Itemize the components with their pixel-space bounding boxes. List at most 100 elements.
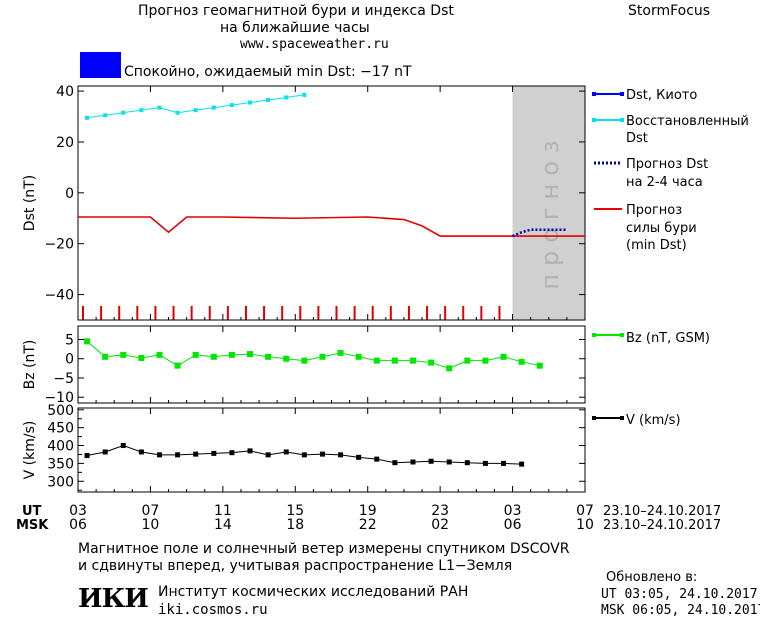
- series-v-point: [283, 449, 289, 455]
- y-tick-label: 500: [47, 403, 74, 419]
- y-tick-label: 400: [47, 439, 74, 455]
- series-storm-forecast-line: [78, 216, 585, 237]
- series-v-point: [501, 460, 507, 466]
- legend-restored-dst-label: Dst: [626, 131, 648, 146]
- legend-forecast-dst-label: на 2-4 часа: [626, 175, 703, 190]
- x-axis-msk-label: MSK: [16, 518, 49, 533]
- updated-msk: MSK 06:05, 24.10.2017: [601, 603, 760, 618]
- series-bz-point: [210, 353, 217, 360]
- series-bz-point: [536, 362, 543, 369]
- status-text: Спокойно, ожидаемый min Dst: −17 nT: [124, 64, 412, 80]
- x-tick-label-msk: 14: [214, 517, 232, 533]
- panel-frame-v: [77, 407, 586, 493]
- series-restored-dst-point: [175, 110, 180, 115]
- legend-storm-forecast-label: (min Dst): [626, 238, 687, 253]
- x-axis-ut-label: UT: [22, 504, 42, 519]
- series-bz-point: [174, 362, 181, 369]
- x-tick-label-msk: 06: [504, 517, 522, 533]
- series-restored-dst-point: [284, 95, 289, 100]
- iki-logo: ИКИ: [78, 584, 149, 614]
- x-tick-label-msk: 10: [142, 517, 160, 533]
- chart-subtitle: на ближайшие часы: [220, 20, 370, 36]
- series-bz-point: [373, 357, 380, 364]
- legend-restored-dst-label: Восстановленный: [626, 114, 749, 129]
- series-v-point: [175, 452, 181, 458]
- legend-bz-label: Bz (nT, GSM): [626, 331, 710, 346]
- legend-v-marker: [592, 416, 596, 420]
- series-v-point: [519, 461, 525, 467]
- series-bz-point: [409, 357, 416, 364]
- y-tick-label: 350: [47, 456, 74, 472]
- series-bz-point: [355, 353, 362, 360]
- series-v-point: [410, 459, 416, 465]
- x-tick-label-msk: 02: [431, 517, 449, 533]
- series-bz-point: [482, 357, 489, 364]
- series-restored-dst-point: [211, 105, 216, 110]
- x-tick-label-msk: 06: [69, 517, 87, 533]
- x-tick-label-msk: 22: [359, 517, 377, 533]
- series-bz-point: [391, 357, 398, 364]
- y-tick-label: −10: [44, 390, 74, 406]
- series-v-point: [211, 450, 217, 456]
- y-axis-label-bz: Bz (nT): [22, 340, 38, 390]
- legend-restored-dst-marker: [620, 118, 624, 122]
- series-v-point: [374, 456, 380, 462]
- y-axis-label-dst: Dst (nT): [22, 175, 38, 231]
- series-restored-dst-point: [266, 97, 271, 102]
- legend-restored-dst-marker: [592, 118, 596, 122]
- series-v-point: [356, 454, 362, 460]
- x-tick-label-ut: 07: [142, 503, 160, 519]
- series-bz-point: [301, 357, 308, 364]
- x-tick-label-ut: 15: [286, 503, 304, 519]
- y-tick-label: 0: [65, 186, 74, 202]
- series-v-point: [229, 450, 235, 456]
- series-restored-dst-line: [86, 94, 305, 119]
- x-tick-label-ut: 11: [214, 503, 232, 519]
- series-v-point: [301, 452, 307, 458]
- series-bz-point: [247, 351, 254, 358]
- series-restored-dst-point: [248, 100, 253, 105]
- series-bz-point: [428, 359, 435, 366]
- series-v-point: [102, 449, 108, 455]
- y-tick-label: 20: [56, 135, 74, 151]
- x-tick-label-ut: 03: [504, 503, 522, 519]
- y-tick-label: −40: [44, 288, 74, 304]
- y-tick-label: 450: [47, 421, 74, 437]
- series-restored-dst-point: [103, 113, 108, 118]
- series-bz-point: [102, 353, 109, 360]
- series-bz-point: [265, 353, 272, 360]
- series-bz-point: [156, 351, 163, 358]
- panel-frame-dst: [77, 85, 586, 321]
- series-bz-point: [337, 349, 344, 356]
- series-restored-dst-point: [302, 92, 307, 97]
- series-bz-point: [283, 355, 290, 362]
- y-tick-label: 300: [47, 474, 74, 490]
- y-tick-label: −5: [53, 371, 74, 387]
- series-v-point: [247, 448, 253, 454]
- date-range-msk: 23.10–24.10.2017: [603, 518, 721, 533]
- x-tick-label-ut: 07: [576, 503, 594, 519]
- x-tick-label-ut: 23: [431, 503, 449, 519]
- series-bz-point: [446, 365, 453, 372]
- series-v-point: [156, 452, 162, 458]
- y-tick-label: 0: [65, 352, 74, 368]
- storm-forecast-chart: прогноз 40 20 0 −20 −40 Dst (nT) 5 0 −5 −10 Bz (nT)…: [16, 84, 749, 533]
- series-restored-dst-point: [85, 115, 90, 120]
- legend-storm-forecast-label: Прогноз: [626, 203, 682, 218]
- x-tick-label-msk: 18: [286, 517, 304, 533]
- series-restored-dst-point: [139, 108, 144, 113]
- series-v-point: [392, 460, 398, 466]
- series-bz-point: [120, 351, 127, 358]
- forecast-zone: [512, 86, 585, 320]
- series-bz-point: [138, 354, 145, 361]
- series-bz-point: [84, 338, 91, 345]
- institute-url[interactable]: iki.cosmos.ru: [158, 602, 268, 618]
- updated-ut: UT 03:05, 24.10.2017: [601, 587, 758, 602]
- series-v-point: [138, 449, 144, 455]
- series-v-point: [446, 459, 452, 465]
- series-v-point: [482, 460, 488, 466]
- legend-v-marker: [620, 416, 624, 420]
- series-bz-point: [228, 351, 235, 358]
- series-bz-point: [464, 357, 471, 364]
- site-url[interactable]: www.spaceweather.ru: [240, 37, 389, 52]
